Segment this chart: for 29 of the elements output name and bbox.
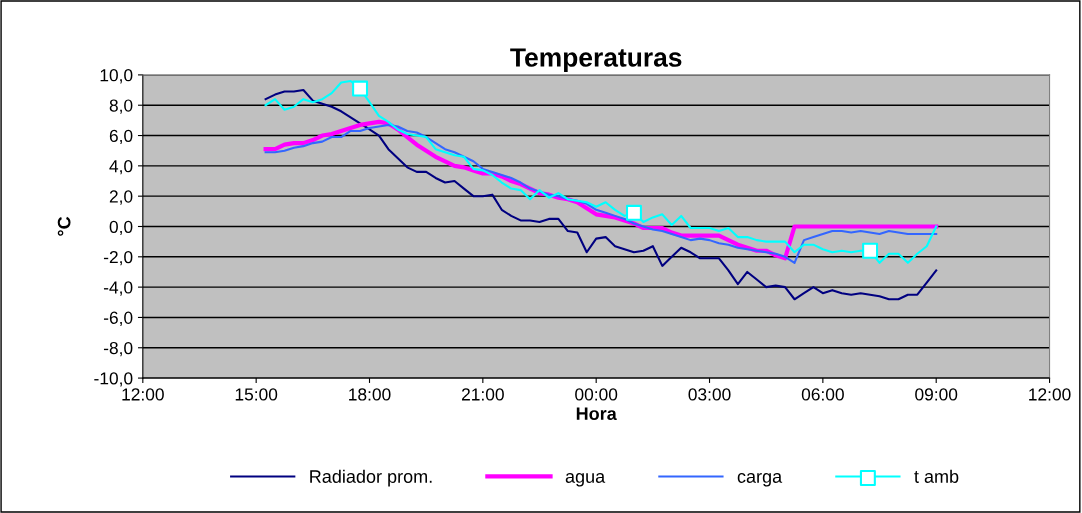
y-tick-label: -6,0 <box>103 311 133 326</box>
y-tick-label: 10,0 <box>100 69 133 84</box>
line-series <box>264 89 938 301</box>
x-tick-label: 18:00 <box>349 388 391 401</box>
y-tick-label: -10,0 <box>94 372 133 387</box>
x-tick-label: 12:00 <box>122 388 164 401</box>
legend-label: carga <box>737 473 783 487</box>
y-tick-label: -2,0 <box>103 250 133 266</box>
x-tick-label: 06:00 <box>801 388 844 401</box>
y-tick-label: 0,0 <box>109 220 133 235</box>
legend-label: Radiador prom. <box>310 469 432 487</box>
y-tick-label: 4,0 <box>109 160 133 175</box>
y-tick-label: 8,0 <box>109 99 133 114</box>
x-tick-label: 15:00 <box>235 388 278 401</box>
y-tick-label: 2,0 <box>109 190 133 205</box>
line-series <box>264 79 938 264</box>
y-tick-label: -8,0 <box>103 341 133 357</box>
y-tick-label: -4,0 <box>103 281 133 296</box>
x-axis-title: Hora <box>576 407 617 421</box>
x-tick-label: 21:00 <box>462 388 504 401</box>
x-tick-label: 00:00 <box>575 388 618 401</box>
chart-title: Temperaturas <box>510 48 682 73</box>
x-tick-label: 03:00 <box>688 388 731 401</box>
legend-label: t amb <box>914 469 959 483</box>
y-tick-label: 6,0 <box>109 129 133 145</box>
y-axis-title: °C <box>57 216 71 236</box>
legend-label: agua <box>565 473 606 487</box>
x-tick-label: 12:00 <box>1029 388 1071 401</box>
x-tick-label: 09:00 <box>915 388 958 401</box>
